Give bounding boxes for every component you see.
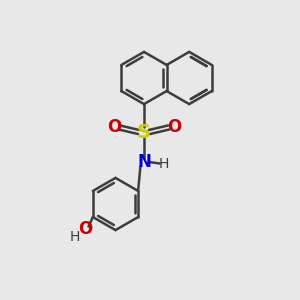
- Text: O: O: [107, 118, 121, 136]
- Text: S: S: [137, 122, 151, 142]
- Text: H: H: [70, 230, 80, 244]
- Text: N: N: [137, 153, 151, 171]
- Text: O: O: [167, 118, 181, 136]
- Text: H: H: [158, 157, 169, 170]
- Text: O: O: [78, 220, 93, 238]
